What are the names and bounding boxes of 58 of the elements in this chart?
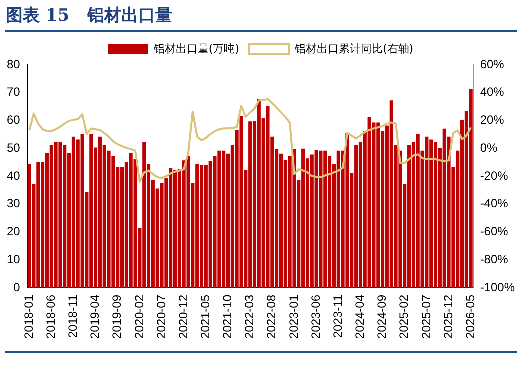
y-tick-label: 70 xyxy=(6,85,21,100)
bar xyxy=(54,142,58,288)
x-tick-label: 2020-07 xyxy=(154,294,168,340)
legend-label: 铝材出口累计同比(右轴) xyxy=(294,42,414,56)
legend-label: 铝材出口量(万吨) xyxy=(152,42,240,56)
x-tick-label: 2025-07 xyxy=(419,294,434,340)
y-tick-label: 50 xyxy=(6,140,21,155)
y-tick-label: 80 xyxy=(6,57,21,72)
y-tick-label: 60 xyxy=(6,113,21,128)
bar xyxy=(279,154,284,288)
x-tick-label: 2021-10 xyxy=(220,294,235,340)
x-tick-label: 2024-09 xyxy=(375,294,390,340)
x-tick-label: 2020-02 xyxy=(132,294,146,340)
bar xyxy=(28,164,32,288)
x-tick-label: 2024-04 xyxy=(353,294,368,340)
bar xyxy=(266,106,270,288)
bar xyxy=(425,136,429,288)
x-tick-label: 2019-09 xyxy=(110,294,124,340)
x-tick-label: 2018-06 xyxy=(44,294,58,340)
x-tick-label: 2018-11 xyxy=(66,294,80,338)
y-tick-label: 0 xyxy=(14,280,21,294)
bar xyxy=(186,156,190,288)
y-tick-label: 30 xyxy=(6,196,21,211)
x-tick-label: 2025-12 xyxy=(441,294,456,340)
x-tick-label: 2023-01 xyxy=(286,294,301,340)
y2-tick-label: -40% xyxy=(480,196,509,211)
x-tick-label: 2026-05 xyxy=(463,294,478,340)
bar xyxy=(319,150,323,288)
chart-title: 图表 15 铝材出口量 xyxy=(6,5,172,27)
bar xyxy=(469,88,473,288)
x-tick-label: 2022-03 xyxy=(242,294,257,340)
y-tick-label: 20 xyxy=(6,224,21,239)
x-tick-label: 2023-06 xyxy=(308,294,323,340)
x-tick-label: 2023-11 xyxy=(330,294,345,338)
y2-tick-label: -20% xyxy=(480,168,509,183)
x-tick-label: 2025-02 xyxy=(397,294,412,340)
bar xyxy=(58,142,62,288)
bar xyxy=(346,133,350,288)
x-tick-label: 2020-12 xyxy=(176,294,190,340)
y2-tick-label: -80% xyxy=(480,252,509,266)
y2-tick-label: 20% xyxy=(480,113,505,128)
bar xyxy=(200,165,204,288)
y-tick-label: 10 xyxy=(6,252,21,266)
bar xyxy=(292,149,296,288)
y2-tick-label: -100% xyxy=(480,280,516,294)
y2-tick-label: 0% xyxy=(480,140,498,155)
bar xyxy=(80,134,84,288)
bar xyxy=(368,117,372,288)
y2-tick-label: 40% xyxy=(480,85,505,100)
x-tick-label: 2018-01 xyxy=(22,294,36,340)
y2-tick-label: -60% xyxy=(480,224,509,239)
x-tick-label: 2021-05 xyxy=(198,294,212,340)
x-tick-label: 2022-08 xyxy=(264,294,279,340)
y2-tick-label: 60% xyxy=(480,57,505,72)
bar xyxy=(314,150,318,288)
bar xyxy=(240,116,244,288)
x-tick-label: 2019-04 xyxy=(88,294,102,340)
y-tick-label: 40 xyxy=(6,168,21,183)
